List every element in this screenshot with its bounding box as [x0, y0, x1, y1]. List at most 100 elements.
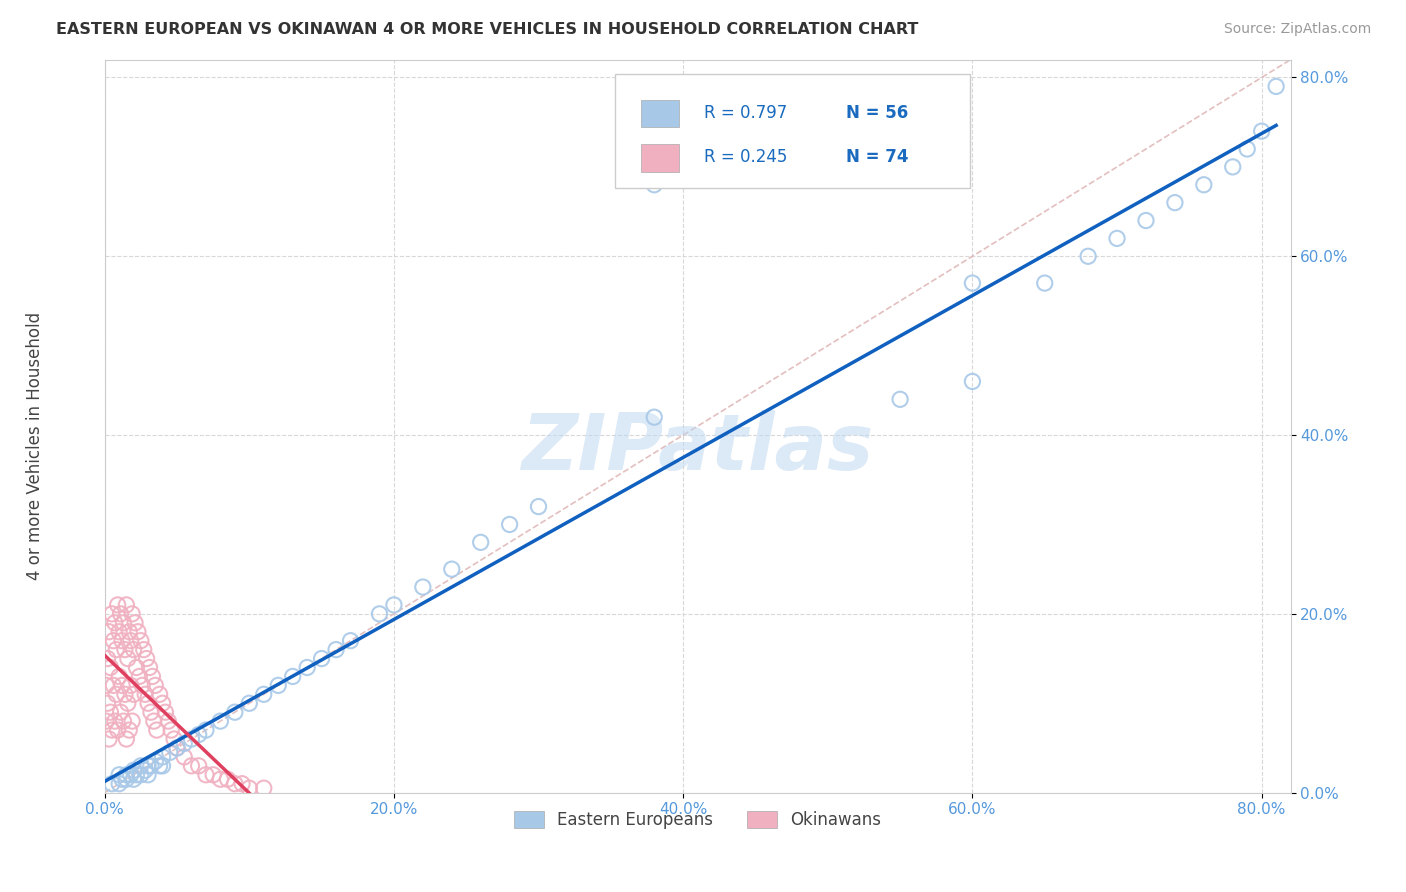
- Point: [135, 651, 157, 665]
- Point: [295, 660, 318, 674]
- Point: [962, 276, 984, 290]
- Point: [1033, 276, 1056, 290]
- Point: [1250, 124, 1272, 138]
- Point: [412, 580, 434, 594]
- Point: [129, 633, 152, 648]
- Point: [152, 759, 174, 773]
- Point: [1105, 231, 1128, 245]
- Point: [440, 562, 463, 576]
- Point: [149, 759, 172, 773]
- Point: [136, 696, 159, 710]
- Point: [101, 777, 124, 791]
- Point: [120, 678, 142, 692]
- Point: [253, 687, 276, 701]
- Point: [139, 759, 162, 773]
- Point: [142, 714, 165, 728]
- Point: [498, 517, 520, 532]
- Point: [120, 633, 142, 648]
- Point: [118, 624, 141, 639]
- Point: [160, 723, 183, 737]
- Point: [121, 607, 143, 621]
- FancyBboxPatch shape: [641, 100, 679, 128]
- Point: [114, 687, 136, 701]
- Point: [122, 772, 145, 787]
- Point: [149, 687, 172, 701]
- Point: [110, 607, 132, 621]
- Point: [281, 669, 304, 683]
- Point: [231, 777, 253, 791]
- Point: [131, 678, 153, 692]
- Text: N = 74: N = 74: [846, 148, 908, 166]
- Point: [104, 615, 127, 630]
- Point: [112, 615, 135, 630]
- Point: [173, 737, 195, 751]
- Point: [129, 768, 152, 782]
- Point: [311, 651, 333, 665]
- Point: [325, 642, 347, 657]
- Point: [98, 731, 121, 746]
- Point: [159, 746, 181, 760]
- Point: [253, 781, 276, 796]
- Point: [125, 768, 148, 782]
- Point: [115, 768, 138, 782]
- Point: [111, 772, 134, 787]
- Point: [527, 500, 550, 514]
- Point: [643, 178, 665, 192]
- Point: [108, 669, 131, 683]
- Text: EASTERN EUROPEAN VS OKINAWAN 4 OR MORE VEHICLES IN HOUSEHOLD CORRELATION CHART: EASTERN EUROPEAN VS OKINAWAN 4 OR MORE V…: [56, 22, 918, 37]
- Point: [143, 678, 166, 692]
- Point: [101, 723, 124, 737]
- FancyBboxPatch shape: [614, 74, 970, 188]
- Point: [145, 723, 167, 737]
- Point: [129, 759, 152, 773]
- Point: [127, 624, 149, 639]
- Point: [98, 624, 121, 639]
- Point: [104, 714, 127, 728]
- Point: [152, 696, 174, 710]
- Point: [114, 642, 136, 657]
- Point: [122, 764, 145, 778]
- Text: Source: ZipAtlas.com: Source: ZipAtlas.com: [1223, 22, 1371, 37]
- Point: [238, 696, 260, 710]
- Point: [122, 687, 145, 701]
- Point: [124, 615, 146, 630]
- Point: [267, 678, 290, 692]
- Point: [128, 669, 150, 683]
- Point: [125, 660, 148, 674]
- Point: [368, 607, 391, 621]
- Point: [115, 598, 138, 612]
- Point: [1135, 213, 1157, 227]
- Point: [157, 714, 180, 728]
- Point: [111, 678, 134, 692]
- Point: [108, 624, 131, 639]
- Point: [138, 660, 160, 674]
- Point: [470, 535, 492, 549]
- Point: [111, 633, 134, 648]
- Point: [94, 678, 117, 692]
- Point: [173, 750, 195, 764]
- Point: [643, 410, 665, 425]
- Point: [217, 772, 239, 787]
- Text: ZIPatlas: ZIPatlas: [522, 410, 873, 486]
- Text: R = 0.245: R = 0.245: [703, 148, 787, 166]
- Point: [134, 764, 156, 778]
- Point: [107, 598, 129, 612]
- Point: [202, 768, 225, 782]
- Point: [103, 678, 125, 692]
- Point: [1236, 142, 1258, 156]
- Point: [187, 759, 209, 773]
- Point: [209, 714, 232, 728]
- Point: [118, 723, 141, 737]
- Point: [1077, 249, 1099, 263]
- Point: [101, 607, 124, 621]
- Point: [132, 642, 155, 657]
- Point: [889, 392, 911, 407]
- Point: [105, 642, 128, 657]
- Point: [166, 741, 188, 756]
- Point: [141, 669, 163, 683]
- Point: [143, 755, 166, 769]
- Point: [382, 598, 405, 612]
- Point: [238, 781, 260, 796]
- Point: [1222, 160, 1244, 174]
- Point: [1265, 79, 1288, 94]
